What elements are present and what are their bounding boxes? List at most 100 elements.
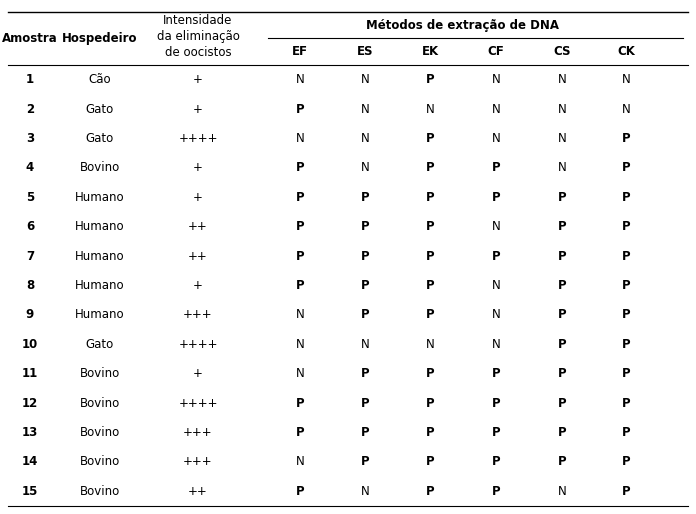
Text: +: + bbox=[193, 279, 203, 292]
Text: P: P bbox=[557, 367, 567, 380]
Text: P: P bbox=[296, 250, 304, 263]
Text: EK: EK bbox=[422, 45, 438, 58]
Text: P: P bbox=[491, 426, 500, 439]
Text: +++: +++ bbox=[183, 308, 213, 321]
Text: P: P bbox=[361, 220, 370, 233]
Text: P: P bbox=[491, 367, 500, 380]
Text: P: P bbox=[557, 250, 567, 263]
Text: Cão: Cão bbox=[88, 73, 111, 86]
Text: P: P bbox=[426, 455, 434, 468]
Text: N: N bbox=[491, 132, 500, 145]
Text: Amostra: Amostra bbox=[2, 32, 58, 45]
Text: P: P bbox=[361, 250, 370, 263]
Text: Humano: Humano bbox=[75, 220, 125, 233]
Text: P: P bbox=[491, 485, 500, 498]
Text: P: P bbox=[491, 397, 500, 410]
Text: 6: 6 bbox=[26, 220, 34, 233]
Text: ++++: ++++ bbox=[178, 338, 218, 351]
Text: P: P bbox=[296, 220, 304, 233]
Text: N: N bbox=[361, 103, 370, 116]
Text: Bovino: Bovino bbox=[80, 455, 120, 468]
Text: P: P bbox=[296, 397, 304, 410]
Text: Gato: Gato bbox=[86, 338, 114, 351]
Text: N: N bbox=[296, 73, 304, 86]
Text: N: N bbox=[557, 161, 567, 174]
Text: N: N bbox=[491, 338, 500, 351]
Text: P: P bbox=[426, 191, 434, 204]
Text: P: P bbox=[426, 308, 434, 321]
Text: CS: CS bbox=[553, 45, 571, 58]
Text: P: P bbox=[426, 485, 434, 498]
Text: Bovino: Bovino bbox=[80, 485, 120, 498]
Text: P: P bbox=[557, 191, 567, 204]
Text: 2: 2 bbox=[26, 103, 34, 116]
Text: P: P bbox=[622, 161, 631, 174]
Text: Humano: Humano bbox=[75, 308, 125, 321]
Text: 4: 4 bbox=[26, 161, 34, 174]
Text: N: N bbox=[622, 73, 631, 86]
Text: N: N bbox=[296, 455, 304, 468]
Text: Humano: Humano bbox=[75, 250, 125, 263]
Text: N: N bbox=[491, 279, 500, 292]
Text: P: P bbox=[426, 220, 434, 233]
Text: P: P bbox=[296, 485, 304, 498]
Text: P: P bbox=[426, 426, 434, 439]
Text: P: P bbox=[557, 397, 567, 410]
Text: 5: 5 bbox=[26, 191, 34, 204]
Text: Humano: Humano bbox=[75, 279, 125, 292]
Text: P: P bbox=[622, 485, 631, 498]
Text: N: N bbox=[491, 103, 500, 116]
Text: N: N bbox=[296, 308, 304, 321]
Text: +: + bbox=[193, 191, 203, 204]
Text: EF: EF bbox=[292, 45, 308, 58]
Text: Humano: Humano bbox=[75, 191, 125, 204]
Text: +: + bbox=[193, 367, 203, 380]
Text: P: P bbox=[622, 308, 631, 321]
Text: Intensidade
da eliminação
de oocistos: Intensidade da eliminação de oocistos bbox=[157, 13, 239, 60]
Text: ++: ++ bbox=[188, 220, 208, 233]
Text: P: P bbox=[426, 161, 434, 174]
Text: P: P bbox=[622, 132, 631, 145]
Text: N: N bbox=[491, 220, 500, 233]
Text: P: P bbox=[361, 397, 370, 410]
Text: 1: 1 bbox=[26, 73, 34, 86]
Text: N: N bbox=[361, 485, 370, 498]
Text: N: N bbox=[557, 103, 567, 116]
Text: N: N bbox=[491, 308, 500, 321]
Text: N: N bbox=[491, 73, 500, 86]
Text: ++++: ++++ bbox=[178, 397, 218, 410]
Text: 12: 12 bbox=[22, 397, 38, 410]
Text: P: P bbox=[426, 397, 434, 410]
Text: ++: ++ bbox=[188, 250, 208, 263]
Text: P: P bbox=[296, 426, 304, 439]
Text: Bovino: Bovino bbox=[80, 367, 120, 380]
Text: +: + bbox=[193, 73, 203, 86]
Text: +++: +++ bbox=[183, 455, 213, 468]
Text: P: P bbox=[622, 426, 631, 439]
Text: Gato: Gato bbox=[86, 103, 114, 116]
Text: P: P bbox=[361, 455, 370, 468]
Text: +: + bbox=[193, 103, 203, 116]
Text: P: P bbox=[491, 250, 500, 263]
Text: N: N bbox=[557, 132, 567, 145]
Text: 7: 7 bbox=[26, 250, 34, 263]
Text: P: P bbox=[426, 250, 434, 263]
Text: P: P bbox=[557, 308, 567, 321]
Text: ES: ES bbox=[357, 45, 373, 58]
Text: +: + bbox=[193, 161, 203, 174]
Text: Bovino: Bovino bbox=[80, 397, 120, 410]
Text: CK: CK bbox=[617, 45, 635, 58]
Text: 14: 14 bbox=[22, 455, 38, 468]
Text: P: P bbox=[491, 455, 500, 468]
Text: ++: ++ bbox=[188, 485, 208, 498]
Text: ++++: ++++ bbox=[178, 132, 218, 145]
Text: P: P bbox=[622, 220, 631, 233]
Text: P: P bbox=[557, 455, 567, 468]
Text: Métodos de extração de DNA: Métodos de extração de DNA bbox=[367, 19, 560, 31]
Text: N: N bbox=[557, 485, 567, 498]
Text: P: P bbox=[622, 397, 631, 410]
Text: P: P bbox=[622, 367, 631, 380]
Text: P: P bbox=[296, 103, 304, 116]
Text: 3: 3 bbox=[26, 132, 34, 145]
Text: 9: 9 bbox=[26, 308, 34, 321]
